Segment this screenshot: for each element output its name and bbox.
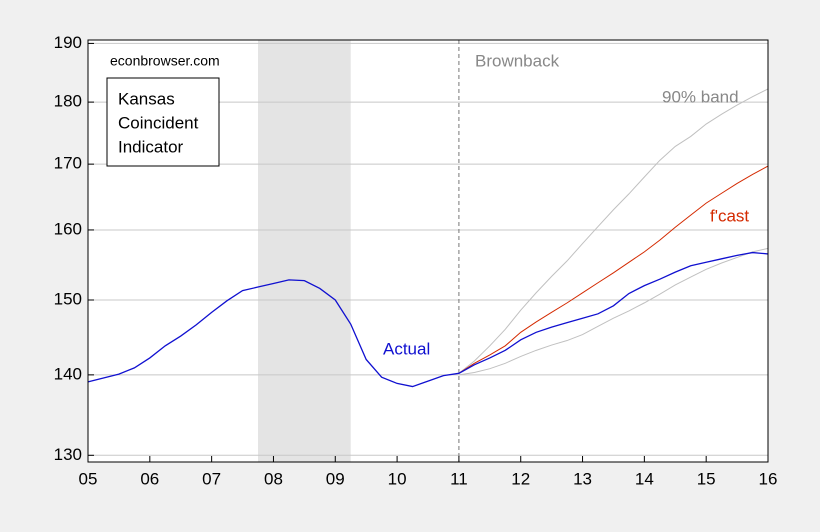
label-box [106, 77, 220, 167]
series-line [458, 88, 769, 374]
x-tick-label: 14 [635, 469, 654, 488]
box-text: Indicator [118, 137, 184, 156]
event-label: Brownback [475, 51, 560, 70]
y-tick-label: 190 [54, 33, 82, 52]
x-tick-label: 06 [140, 469, 159, 488]
series-line [87, 251, 769, 388]
x-tick-label: 05 [79, 469, 98, 488]
box-text: Kansas [118, 89, 175, 108]
x-tick-label: 13 [573, 469, 592, 488]
y-tick-label: 170 [54, 154, 82, 173]
series-label: f'cast [710, 206, 749, 225]
y-tick-label: 150 [54, 289, 82, 308]
x-tick-label: 09 [326, 469, 345, 488]
source-note: econbrowser.com [110, 53, 220, 69]
y-tick-label: 140 [54, 364, 82, 383]
x-tick-label: 11 [450, 469, 468, 488]
x-tick-label: 15 [697, 469, 716, 488]
y-tick-label: 180 [54, 92, 82, 111]
series-label: Actual [383, 339, 430, 358]
x-tick-label: 08 [264, 469, 283, 488]
box-text: Coincident [118, 113, 199, 132]
series-line [458, 247, 769, 376]
x-tick-label: 07 [202, 469, 221, 488]
annotation-layer: econbrowser.com Kansas Coincident Indica… [106, 51, 749, 358]
plot-frame [87, 39, 769, 463]
x-tick-label: 12 [511, 469, 530, 488]
y-tick-label: 160 [54, 219, 82, 238]
series-line [458, 165, 769, 374]
x-tick-label: 16 [759, 469, 778, 488]
shaded-period [258, 40, 351, 462]
y-tick-label: 130 [54, 445, 82, 464]
x-tick-label: 10 [388, 469, 407, 488]
series-label: 90% band [662, 87, 739, 106]
